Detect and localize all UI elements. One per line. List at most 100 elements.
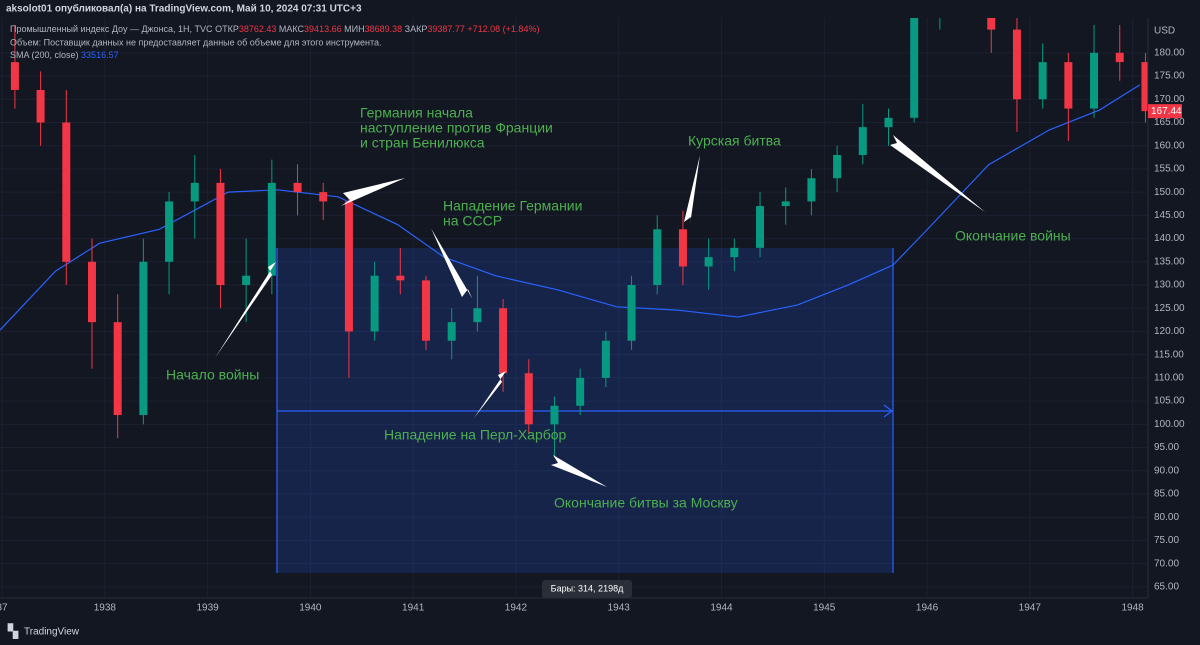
low: 38689.38 — [365, 24, 403, 34]
low-label: МИН — [344, 24, 364, 34]
footer — [0, 620, 1200, 645]
candle-body — [10, 62, 19, 90]
candle-body — [370, 275, 379, 332]
symbol: Промышленный индекс Доу — Джонса, 1Н, TV… — [10, 24, 213, 34]
y-tick-label: 145.00 — [1154, 210, 1185, 221]
y-tick-label: 120.00 — [1154, 326, 1185, 337]
x-tick-label: 1941 — [402, 603, 425, 614]
x-tick-label: 1946 — [916, 603, 939, 614]
x-tick-label: 1942 — [505, 603, 528, 614]
open-label: ОТКР — [215, 24, 239, 34]
candle-body — [87, 261, 96, 323]
annotation: Окончание битвы за Москву — [554, 495, 738, 511]
y-tick-label: 165.00 — [1154, 117, 1185, 128]
candle-body — [781, 201, 790, 207]
y-tick-label: 130.00 — [1154, 280, 1185, 291]
x-tick-label: 1938 — [94, 603, 117, 614]
candle-body — [833, 154, 842, 179]
x-tick-label: 1944 — [710, 603, 733, 614]
candle-body — [36, 89, 45, 123]
arrow — [551, 455, 607, 487]
candle-body — [1090, 52, 1099, 109]
candle-body — [653, 229, 662, 286]
candle-body — [524, 373, 533, 425]
candle-body — [319, 192, 328, 202]
open: 38762.43 — [239, 24, 277, 34]
last-price-box — [1148, 104, 1182, 119]
candle-body — [62, 122, 71, 262]
volume-note: Объем: Поставщик данных не предоставляет… — [10, 37, 382, 47]
y-tick-label: 135.00 — [1154, 256, 1185, 267]
x-tick-label: 1943 — [608, 603, 631, 614]
arrow — [474, 371, 506, 418]
annotation: на СССР — [443, 213, 502, 229]
arrow — [215, 262, 276, 358]
candle-body — [396, 275, 405, 281]
candle-body — [910, 18, 919, 118]
annotation: Окончание войны — [955, 228, 1071, 244]
arrows — [215, 135, 985, 487]
candle-body — [550, 405, 559, 425]
annotation: наступление против Франции — [360, 120, 553, 136]
candle-body — [601, 340, 610, 378]
arrow — [890, 135, 985, 212]
high: 39413.66 — [304, 24, 342, 34]
y-tick-label: 105.00 — [1154, 396, 1185, 407]
y-tick-label: 140.00 — [1154, 233, 1185, 244]
sma-legend: SMA (200, close) 33516.57 — [10, 50, 119, 60]
candle-body — [447, 322, 456, 341]
candle-body — [807, 178, 816, 202]
arrow — [341, 178, 405, 206]
range-arrow-head — [883, 404, 893, 418]
y-axis: 65.00 70.00 75.00 80.00 85.00 90.00 95.00 100.0… — [1148, 47, 1185, 592]
price-axis — [1148, 18, 1200, 620]
measure-label: Бары: 314, 2198д — [551, 583, 624, 593]
y-tick-label: 150.00 — [1154, 187, 1185, 198]
last-price: 167.44 — [1151, 106, 1182, 117]
y-tick-label: 125.00 — [1154, 303, 1185, 314]
arrow — [431, 228, 473, 299]
candle-body — [242, 275, 251, 286]
x-tick-label: 1948 — [1121, 603, 1144, 614]
x-tick-label: 1947 — [1019, 603, 1042, 614]
candle-body — [139, 261, 148, 416]
y-tick-label: 115.00 — [1154, 349, 1184, 360]
candle-body — [344, 201, 353, 332]
annotation: Начало войны — [166, 367, 259, 383]
candle-body — [858, 127, 867, 155]
candle-body — [499, 308, 508, 374]
footer-logo: ▚ — [7, 622, 19, 639]
high-label: МАКС — [279, 24, 305, 34]
candle-body — [627, 285, 636, 341]
sma-name: SMA (200, close) — [10, 50, 79, 60]
y-tick-label: 75.00 — [1154, 535, 1179, 546]
y-tick-label: 80.00 — [1154, 512, 1179, 523]
candle-body — [730, 247, 739, 258]
y-tick-label: 160.00 — [1154, 140, 1185, 151]
candle-body — [165, 201, 174, 262]
series — [0, 18, 1148, 457]
y-tick-label: 170.00 — [1154, 94, 1185, 105]
candle-body — [1141, 62, 1148, 112]
y-tick-label: 95.00 — [1154, 442, 1179, 453]
sma-value: 33516.57 — [81, 50, 119, 60]
candle-body — [1064, 62, 1073, 109]
y-tick-label: 155.00 — [1154, 164, 1185, 175]
candle-body — [1115, 52, 1124, 63]
footer-brand[interactable]: TradingView — [24, 627, 80, 638]
candle-body — [422, 280, 431, 341]
annotation: Нападение Германии — [443, 198, 582, 214]
candle-body — [884, 117, 893, 128]
candle-body — [678, 229, 687, 267]
close: 39387.77 — [427, 24, 465, 34]
y-tick-label: 90.00 — [1154, 465, 1179, 476]
candle-body — [576, 377, 585, 406]
candle-body — [293, 182, 302, 193]
candle-body — [1012, 29, 1021, 100]
y-tick-label: 70.00 — [1154, 558, 1179, 569]
change: +712.08 (+1.84%) — [467, 24, 539, 34]
